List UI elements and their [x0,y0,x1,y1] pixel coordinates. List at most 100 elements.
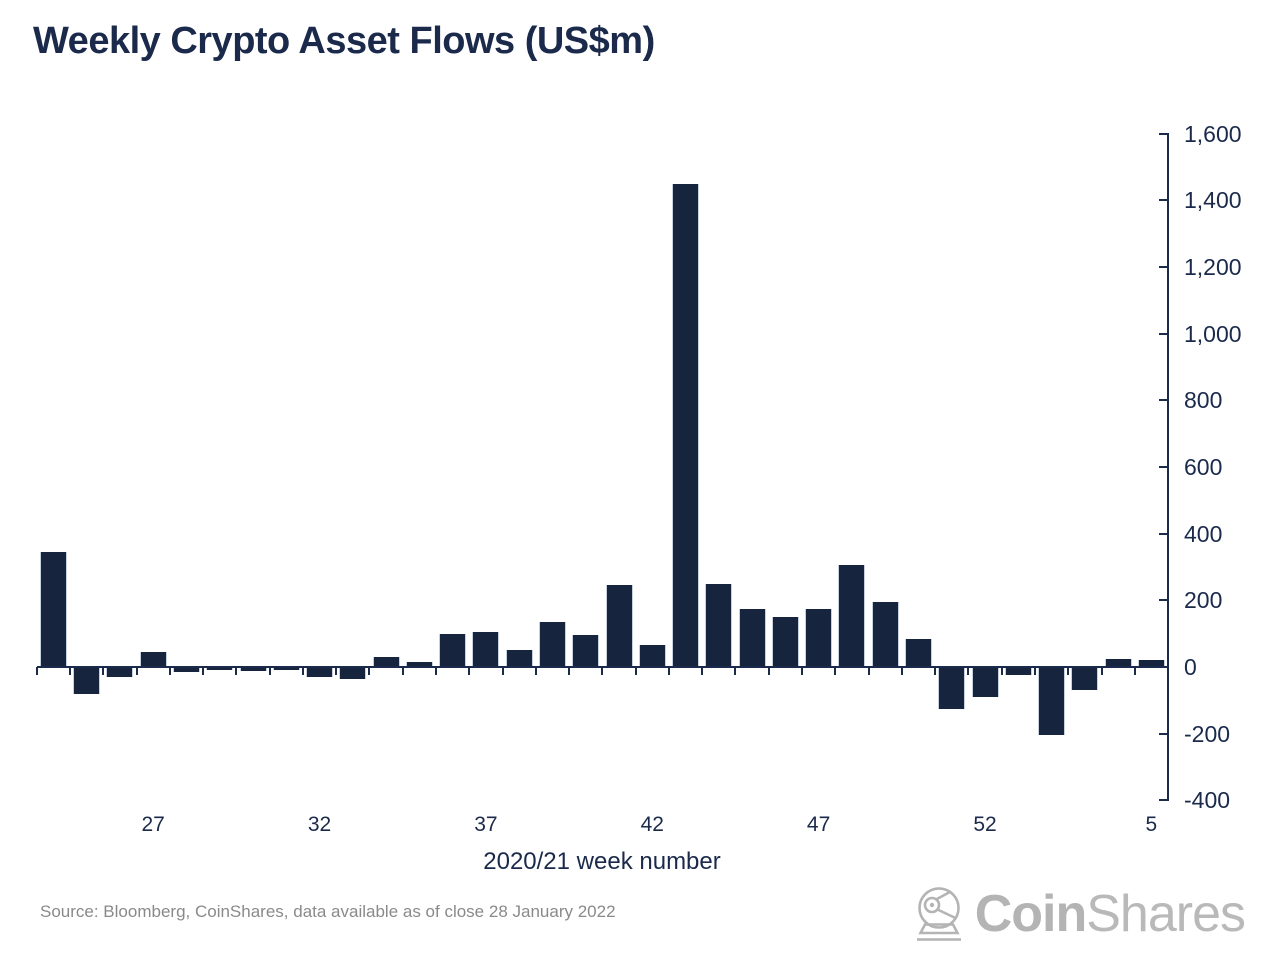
y-tick-label-200: 200 [1184,587,1223,614]
x-axis-tick [1033,667,1036,675]
x-axis-tick [667,667,670,675]
bar-week-46 [771,617,799,667]
x-axis-tick [834,667,837,675]
bar-week-30 [239,667,267,671]
x-axis-tick [1100,667,1103,675]
bar-week-48 [838,565,866,667]
x-axis-tick [900,667,903,675]
bar-week-24 [39,552,67,667]
bar-week-43 [672,183,699,667]
y-axis-tick [1159,799,1167,802]
bar-week-38 [505,650,533,667]
y-axis-tick [1159,132,1167,135]
x-axis-title: 2020/21 week number [483,848,721,875]
y-axis-tick [1159,599,1167,602]
y-tick-label-1,600: 1,600 [1184,120,1242,147]
bar-week-2 [1038,667,1065,736]
x-axis-tick [335,667,338,675]
x-axis-tick [35,667,38,675]
x-tick-label-47: 47 [806,813,831,836]
y-tick-label-400: 400 [1184,520,1223,547]
bar-week-36 [439,633,467,667]
logo-text-shares: Shares [1086,885,1246,943]
x-tick-label-27: 27 [141,813,165,836]
x-axis-tick [801,667,803,675]
x-axis-tick [268,667,271,675]
bar-week-45 [738,608,766,667]
x-axis-tick [1000,667,1003,675]
y-tick-label-1,200: 1,200 [1184,254,1242,280]
x-axis-tick [501,667,504,675]
x-axis-tick [401,667,404,675]
x-axis-tick [568,667,571,675]
x-axis-tick [734,667,737,675]
bar-week-5 [1137,660,1165,667]
bar-week-4 [1104,658,1132,667]
bar-week-31 [272,667,300,671]
x-axis-tick [634,667,637,675]
bar-week-52 [971,667,999,697]
y-tick-label--200: -200 [1184,720,1231,747]
x-axis-tick [534,667,537,675]
bar-week-34 [372,657,400,667]
x-tick-label-5: 5 [1145,813,1158,836]
bar-week-42 [638,645,666,667]
x-axis-tick [135,667,138,675]
x-axis-tick [967,667,970,675]
bar-week-25 [73,667,101,694]
x-axis-tick [235,667,238,675]
y-axis-tick [1159,466,1167,468]
bar-week-35 [405,662,433,667]
y-axis-tick [1159,532,1167,535]
y-tick-label-800: 800 [1184,387,1223,414]
bar-week-26 [106,667,134,677]
y-axis-tick [1159,732,1167,735]
x-axis-tick [435,667,437,675]
x-axis-tick [202,667,205,675]
bar-week-3 [1071,667,1099,691]
bar-week-1 [1004,667,1032,676]
x-axis-tick [767,667,770,675]
x-tick-label-42: 42 [640,813,664,836]
page-title: Weekly Crypto Asset Flows (US$m) [33,20,655,62]
source-note: Source: Bloomberg, CoinShares, data avai… [40,902,616,921]
bar-week-49 [871,602,899,667]
bar-week-50 [904,638,932,667]
x-axis-tick [468,667,471,675]
bar-week-28 [172,667,200,672]
x-axis-tick [701,667,704,675]
x-axis-tick [601,667,604,675]
bar-week-51 [938,667,966,709]
bar-week-27 [139,652,167,667]
coinshares-logo: CoinShares [913,884,1246,944]
bar-week-33 [339,667,367,679]
bar-week-40 [572,635,600,667]
x-tick-label-32: 32 [307,813,332,836]
x-axis-tick [867,667,870,675]
bar-week-29 [206,667,234,671]
y-tick-label-600: 600 [1184,454,1223,480]
y-axis-tick [1159,199,1167,202]
y-axis-tick [1159,399,1167,402]
x-tick-label-52: 52 [973,813,997,836]
y-tick-label-1,400: 1,400 [1184,187,1242,214]
y-axis-tick [1159,666,1167,668]
x-tick-label-37: 37 [474,813,498,836]
y-tick-label--400: -400 [1184,787,1231,814]
bar-week-37 [472,632,500,667]
y-tick-label-1,000: 1,000 [1184,320,1242,347]
x-axis-tick [368,667,371,675]
x-axis-tick [168,667,171,675]
logo-text-coin: Coin [974,885,1088,943]
x-axis-tick [1133,667,1136,675]
x-axis-tick [69,667,71,675]
bar-week-32 [306,667,333,677]
bar-week-44 [705,583,733,667]
x-axis-tick [301,667,304,675]
bar-week-41 [605,585,633,667]
coinshares-helmet-icon [916,887,961,941]
coinshares-logo-text: CoinShares [974,884,1246,944]
y-axis-tick [1159,266,1167,268]
x-axis-tick [1067,667,1070,675]
